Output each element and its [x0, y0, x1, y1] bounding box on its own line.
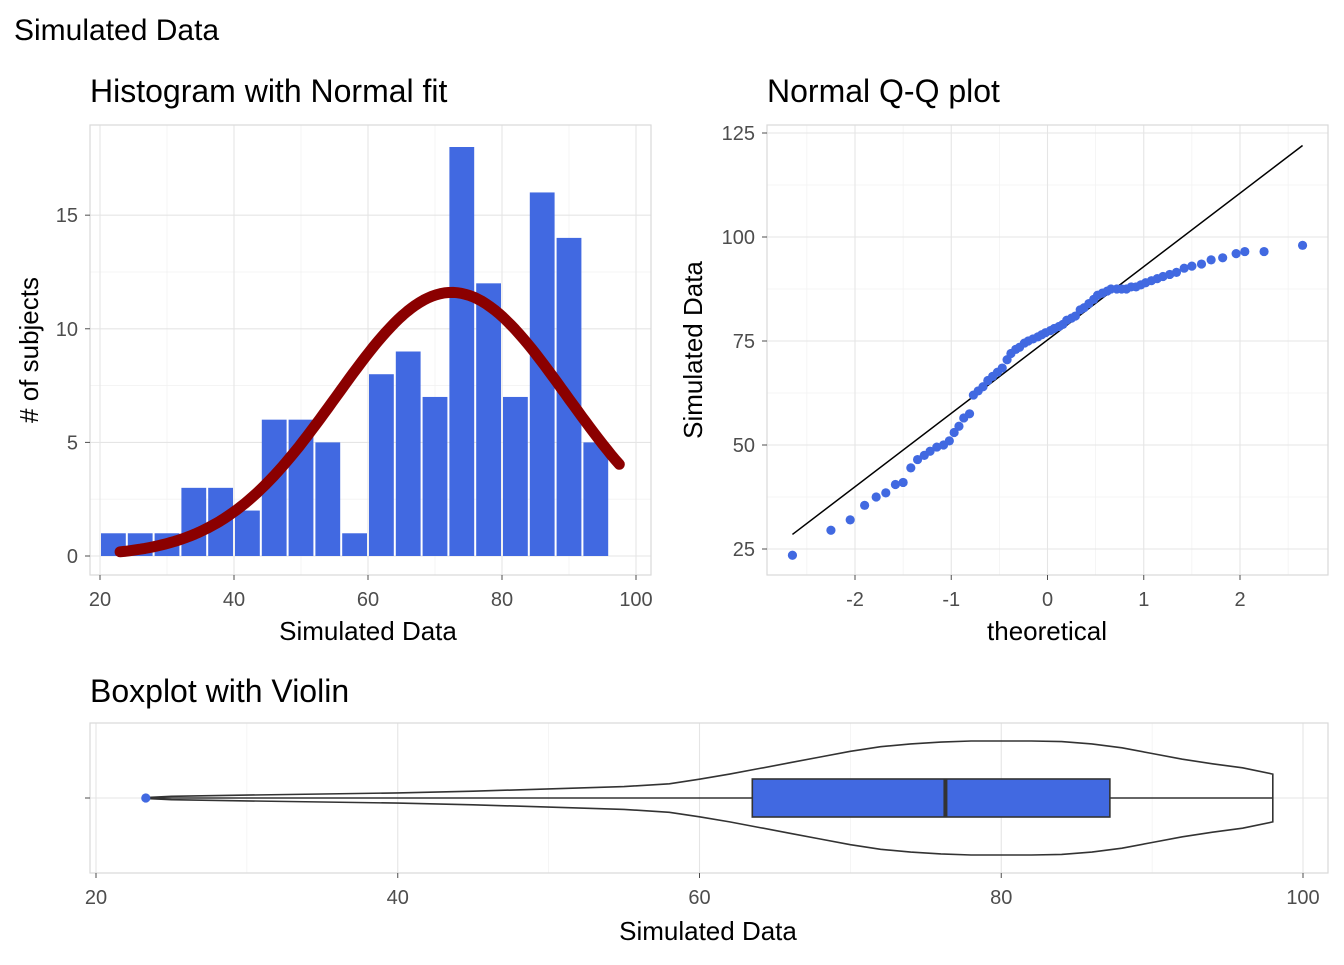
boxplot-title: Boxplot with Violin — [90, 673, 349, 709]
qq-point — [978, 382, 988, 392]
histogram-bar — [315, 442, 341, 556]
box-outlier — [141, 793, 151, 803]
qq-gridlines — [767, 125, 1328, 575]
histogram-bar — [422, 396, 448, 556]
boxplot-ticks: 20 40 60 80 100 — [85, 797, 1320, 909]
histogram-bar — [342, 533, 367, 556]
histogram-ylabel: # of subjects — [14, 277, 44, 423]
y-tick-label: 0 — [67, 546, 78, 568]
x-tick-label: -2 — [846, 589, 864, 611]
qq-point — [860, 500, 870, 510]
qq-ticks: -2 -1 0 1 2 25 50 75 100 125 — [722, 123, 1246, 611]
boxplot-marks — [141, 778, 1273, 818]
histogram-bar — [235, 510, 260, 556]
x-tick-label: 40 — [223, 589, 245, 611]
qq-point — [949, 427, 959, 438]
qq-point — [1231, 249, 1241, 259]
histogram-bar — [369, 374, 394, 556]
qq-point — [1070, 311, 1081, 321]
y-tick-label: 25 — [733, 539, 755, 561]
x-tick-label: 60 — [357, 589, 379, 611]
histogram-bar — [395, 351, 421, 556]
histogram-panel: Histogram with Normal fit 20 40 60 80 100 0 5 1… — [14, 73, 653, 646]
x-tick-label: 1 — [1138, 589, 1149, 611]
qq-point — [1206, 255, 1216, 265]
qq-point — [826, 525, 836, 535]
qq-point — [871, 492, 881, 502]
y-tick-label: 75 — [733, 331, 755, 353]
qq-point — [944, 436, 954, 446]
y-tick-label: 125 — [722, 123, 755, 145]
qq-point — [1179, 263, 1189, 273]
histogram-bar — [449, 147, 475, 556]
qq-point — [1171, 267, 1182, 277]
x-tick-label: 60 — [688, 887, 710, 909]
x-tick-label: 80 — [990, 887, 1012, 909]
qq-point — [787, 550, 798, 560]
x-tick-label: 20 — [89, 589, 111, 611]
y-tick-label: 50 — [733, 435, 755, 457]
x-tick-label: -1 — [942, 589, 960, 611]
qq-point — [964, 409, 975, 419]
figure-title: Simulated Data — [14, 14, 219, 47]
x-tick-label: 2 — [1234, 589, 1245, 611]
qq-point — [912, 454, 923, 465]
qq-point — [1196, 259, 1207, 269]
qq-point — [1240, 246, 1250, 257]
qq-point — [925, 446, 935, 456]
qq-point — [1297, 240, 1308, 250]
qq-point — [906, 463, 916, 473]
qq-point — [1218, 253, 1228, 263]
qq-ylabel: Simulated Data — [678, 261, 708, 439]
y-tick-label: 10 — [56, 319, 78, 341]
histogram-panel-border — [89, 124, 652, 576]
qq-panel: Normal Q-Q plot -2 -1 0 1 2 25 50 75 100 125 theo… — [678, 73, 1329, 646]
y-tick-label: 15 — [56, 205, 78, 227]
qq-xlabel: theoretical — [987, 616, 1107, 646]
histogram-bar — [583, 442, 609, 556]
histogram-xlabel: Simulated Data — [279, 616, 457, 646]
qq-point — [997, 363, 1007, 373]
y-tick-label: 100 — [722, 227, 755, 249]
y-tick-label: 5 — [67, 432, 78, 454]
qq-point — [1187, 261, 1197, 271]
histogram-bar — [503, 396, 528, 556]
x-tick-label: 40 — [387, 887, 409, 909]
histogram-bar — [476, 283, 501, 556]
qq-point — [890, 479, 901, 490]
x-tick-label: 20 — [85, 887, 107, 909]
qq-point — [881, 488, 891, 498]
violin-shape — [148, 740, 1274, 856]
qq-point — [845, 515, 855, 525]
histogram-ticks: 20 40 60 80 100 0 5 10 15 — [56, 205, 653, 611]
boxplot-panel: Boxplot with Violin 20 40 60 80 100 Simulate… — [85, 673, 1329, 946]
histogram-title: Histogram with Normal fit — [90, 73, 448, 109]
qq-point — [954, 421, 964, 431]
x-tick-label: 80 — [491, 589, 513, 611]
x-tick-label: 0 — [1042, 589, 1053, 611]
x-tick-label: 100 — [1286, 887, 1319, 909]
boxplot-xlabel: Simulated Data — [619, 916, 797, 946]
x-tick-label: 100 — [619, 589, 652, 611]
qq-point — [898, 477, 908, 488]
normal-fit-curve — [114, 286, 625, 558]
box-iqr — [751, 778, 1111, 818]
qq-points — [787, 240, 1308, 560]
qq-title: Normal Q-Q plot — [767, 73, 1000, 109]
qq-point — [1259, 246, 1269, 257]
qq-reference-line — [791, 144, 1304, 536]
histogram-bar — [181, 487, 207, 556]
